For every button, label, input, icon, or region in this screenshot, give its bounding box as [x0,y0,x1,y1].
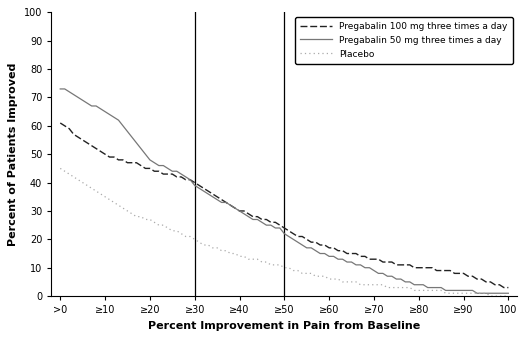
X-axis label: Percent Improvement in Pain from Baseline: Percent Improvement in Pain from Baselin… [148,321,421,331]
Legend: Pregabalin 100 mg three times a day, Pregabalin 50 mg three times a day, Placebo: Pregabalin 100 mg three times a day, Pre… [295,17,513,64]
Y-axis label: Percent of Patients Improved: Percent of Patients Improved [8,62,18,246]
